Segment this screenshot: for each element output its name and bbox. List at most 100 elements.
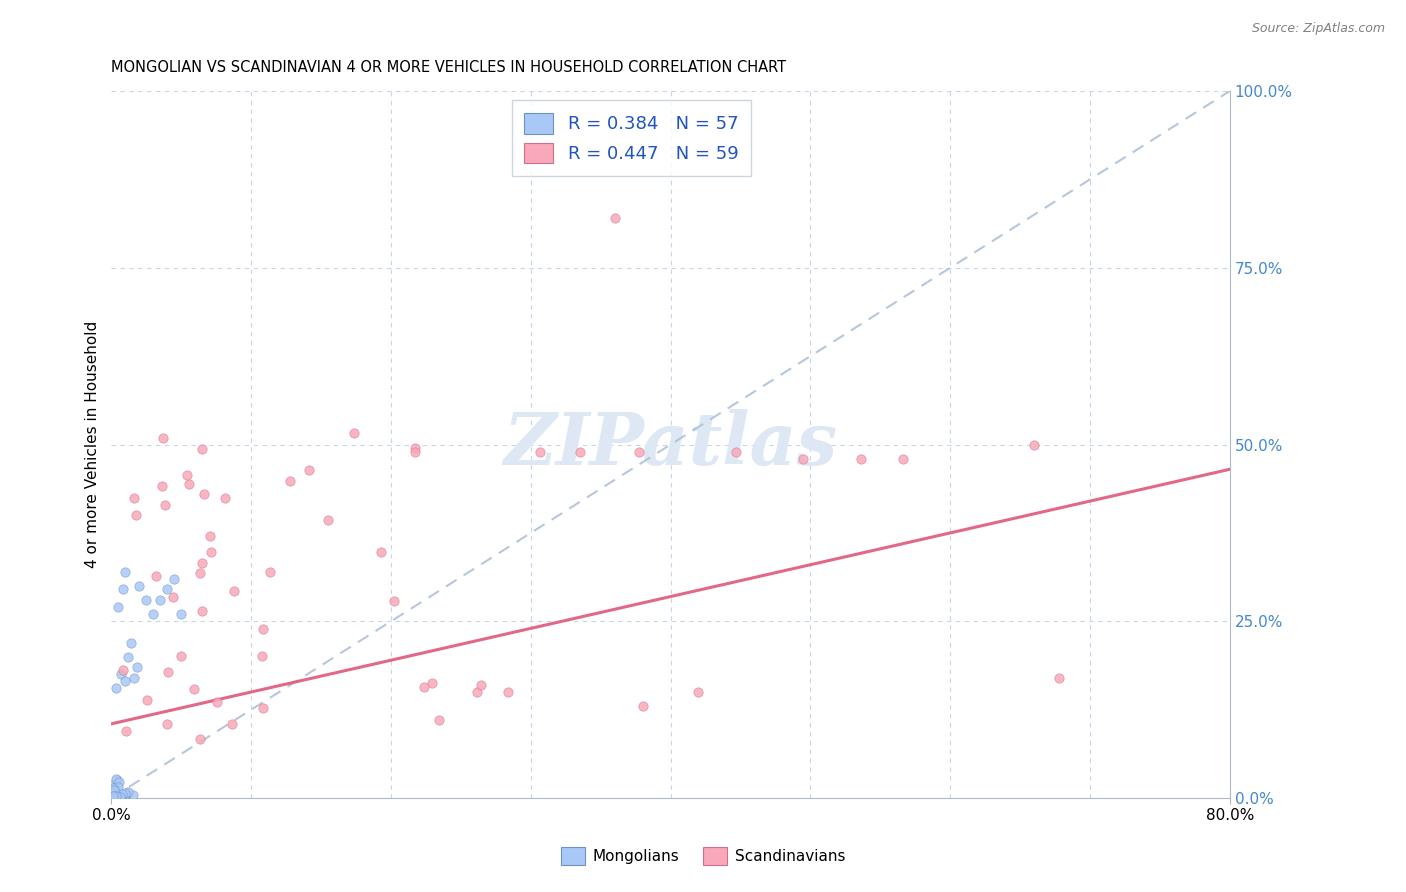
Point [149, 593, 172, 607]
Point [115, 787, 138, 801]
Point [529, 444, 551, 458]
Point [104, 788, 127, 802]
Point [193, 486, 215, 500]
Point [427, 714, 450, 728]
Point [413, 681, 436, 695]
Point [101, 778, 124, 792]
Point [105, 773, 128, 788]
Point [136, 693, 159, 707]
Point [156, 582, 179, 597]
Point [125, 508, 148, 522]
Point [370, 545, 392, 559]
Point [170, 649, 193, 664]
Point [179, 476, 201, 491]
Point [259, 565, 281, 579]
Point [108, 774, 131, 789]
Point [103, 788, 125, 802]
Point [104, 772, 127, 786]
Point [103, 785, 125, 799]
Text: Source: ZipAtlas.com: Source: ZipAtlas.com [1251, 22, 1385, 36]
Point [891, 451, 914, 466]
Point [214, 491, 236, 506]
Point [222, 584, 245, 599]
Point [122, 671, 145, 685]
Point [157, 665, 180, 679]
Point [470, 678, 492, 692]
Text: ZIPatlas: ZIPatlas [503, 409, 838, 480]
Point [724, 444, 747, 458]
Point [111, 582, 134, 597]
Point [101, 788, 124, 802]
Point [404, 445, 426, 459]
Point [110, 788, 132, 802]
Point [122, 491, 145, 505]
Point [569, 444, 592, 458]
Point [200, 529, 222, 543]
Point [101, 789, 124, 804]
Point [188, 566, 211, 580]
Point [128, 579, 150, 593]
Point [170, 607, 193, 622]
Point [142, 607, 165, 622]
Legend: Mongolians, Scandinavians: Mongolians, Scandinavians [555, 841, 851, 871]
Point [103, 789, 125, 803]
Point [205, 695, 228, 709]
Point [155, 498, 177, 512]
Point [101, 780, 124, 795]
Point [298, 463, 321, 477]
Point [120, 635, 142, 649]
Legend: R = 0.384   N = 57, R = 0.447   N = 59: R = 0.384 N = 57, R = 0.447 N = 59 [512, 100, 751, 176]
Point [200, 545, 222, 559]
Point [278, 474, 301, 488]
Point [104, 789, 127, 803]
Point [188, 732, 211, 747]
Point [107, 789, 129, 803]
Point [221, 717, 243, 731]
Point [101, 790, 124, 805]
Point [792, 451, 814, 466]
Point [183, 681, 205, 696]
Point [156, 717, 179, 731]
Text: MONGOLIAN VS SCANDINAVIAN 4 OR MORE VEHICLES IN HOUSEHOLD CORRELATION CHART: MONGOLIAN VS SCANDINAVIAN 4 OR MORE VEHI… [111, 60, 786, 75]
Point [101, 789, 124, 804]
Point [111, 663, 134, 677]
Point [104, 784, 127, 798]
Point [851, 451, 873, 466]
Point [603, 211, 626, 226]
Point [114, 724, 136, 739]
Point [252, 648, 274, 663]
Point [252, 701, 274, 715]
Point [382, 593, 405, 607]
Point [1047, 671, 1070, 685]
Point [104, 790, 127, 805]
Point [135, 593, 157, 607]
Point [191, 604, 214, 618]
Point [1024, 437, 1046, 451]
Point [103, 783, 125, 797]
Point [107, 788, 129, 802]
Point [105, 789, 128, 803]
Point [176, 467, 198, 482]
Point [104, 783, 127, 797]
Point [114, 565, 136, 579]
Point [104, 784, 127, 798]
Point [686, 685, 709, 699]
Point [163, 572, 186, 586]
Point [343, 425, 366, 440]
Point [110, 667, 132, 681]
Point [114, 786, 136, 800]
Point [104, 788, 127, 802]
Point [191, 556, 214, 570]
Point [150, 479, 173, 493]
Point [117, 649, 139, 664]
Point [121, 788, 143, 802]
Point [103, 789, 125, 803]
Point [117, 784, 139, 798]
Point [191, 442, 214, 456]
Point [162, 591, 184, 605]
Point [465, 685, 488, 699]
Point [107, 780, 129, 795]
Point [420, 676, 443, 690]
Point [152, 431, 174, 445]
Point [404, 441, 426, 455]
